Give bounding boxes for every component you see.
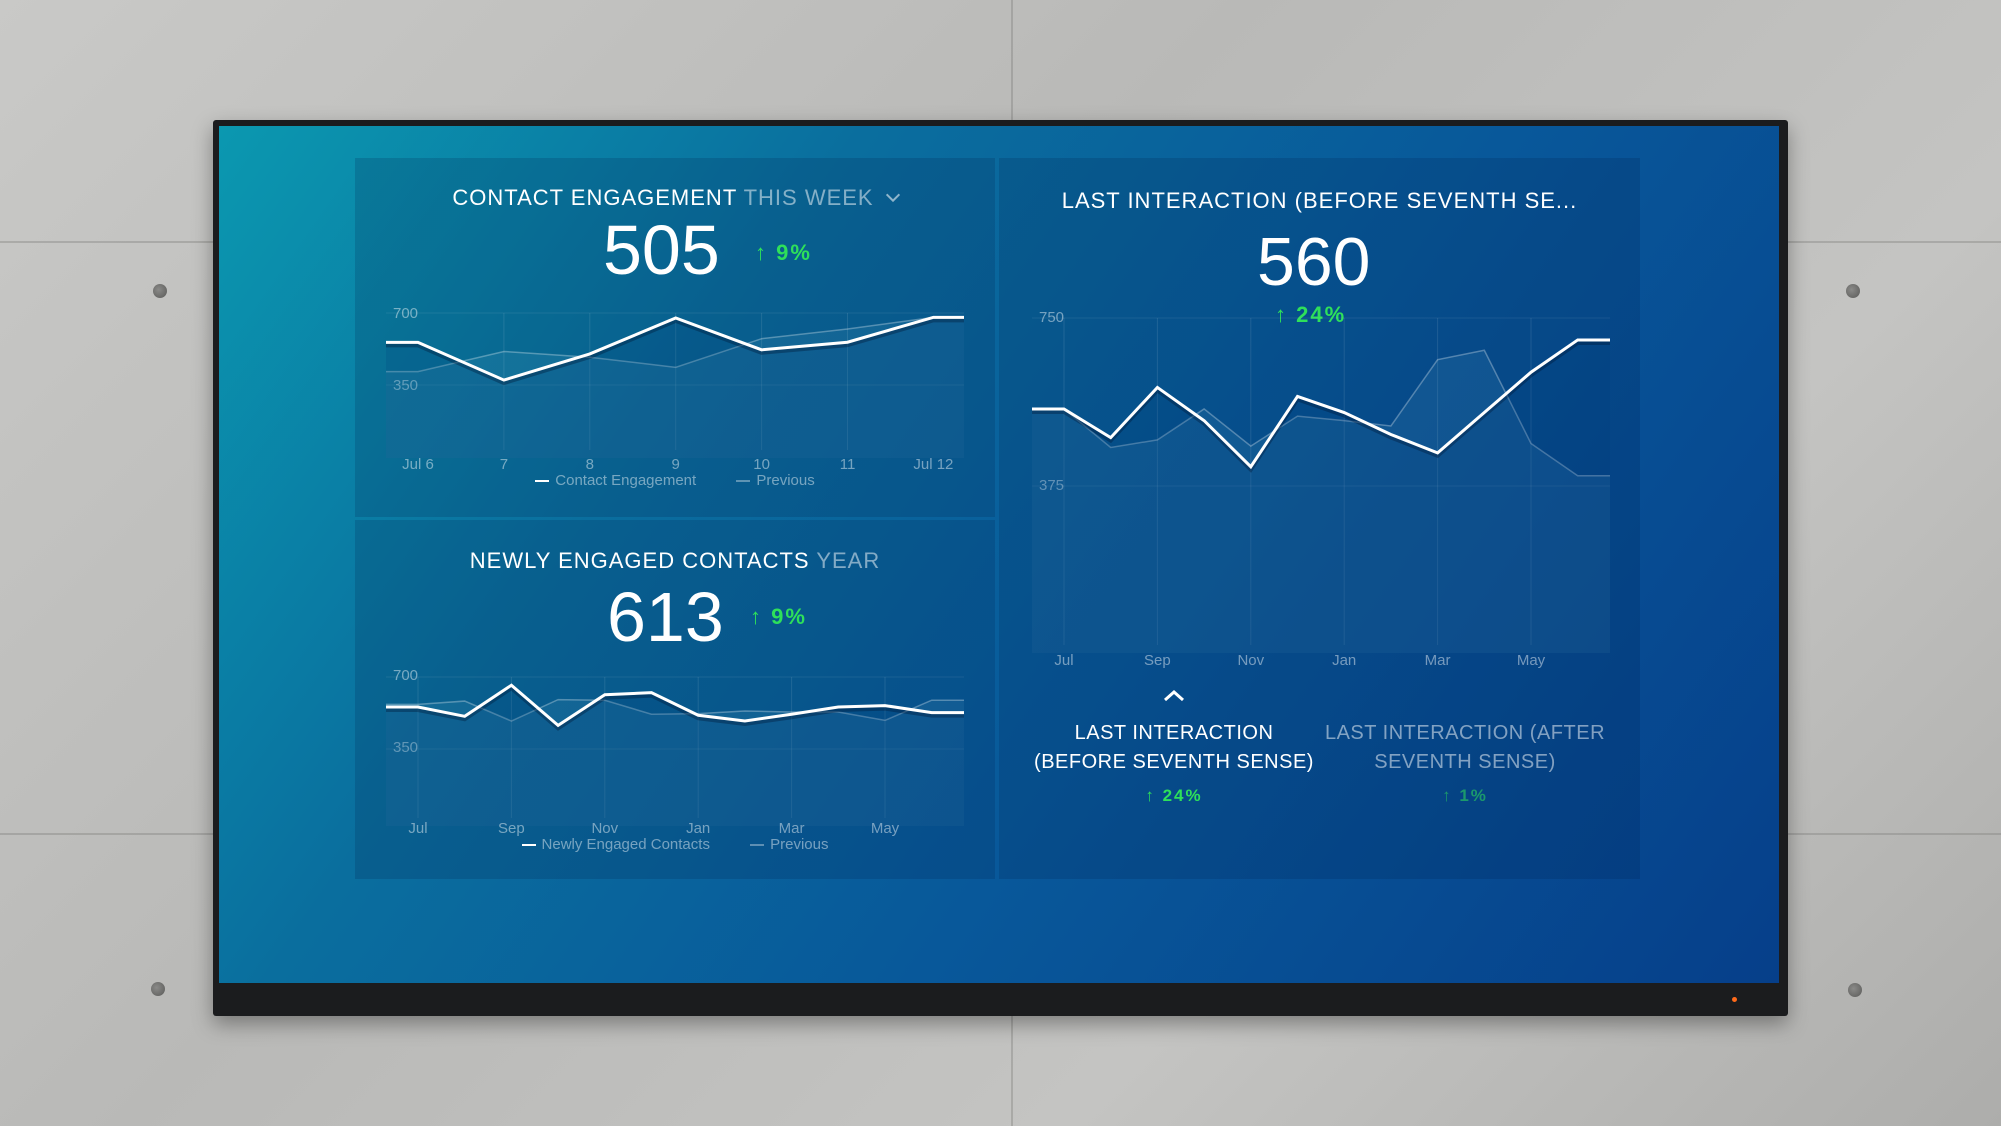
power-led bbox=[1732, 997, 1737, 1002]
legend-item-main[interactable]: Newly Engaged Contacts bbox=[521, 836, 710, 853]
previous-series-area bbox=[386, 699, 964, 826]
panel-title: NEWLY ENGAGED CONTACTS YEAR bbox=[355, 548, 995, 574]
wall-bolt bbox=[151, 982, 165, 996]
x-tick-label: Sep bbox=[498, 820, 525, 837]
legend-label: Newly Engaged Contacts bbox=[541, 836, 710, 853]
option-label: (BEFORE SEVENTH SENSE) bbox=[1034, 751, 1314, 773]
x-tick-label: Jan bbox=[686, 820, 711, 837]
period-label: THIS WEEK bbox=[743, 185, 874, 210]
x-tick-label: Nov bbox=[1237, 652, 1265, 669]
metric-value: 560 bbox=[1257, 224, 1371, 300]
title-text: NEWLY ENGAGED CONTACTS bbox=[469, 548, 810, 573]
chart-legend: Newly Engaged Contacts Previous bbox=[355, 836, 995, 853]
metric-value: 505 bbox=[603, 211, 720, 289]
x-tick-label: 7 bbox=[499, 456, 509, 473]
chevron-up-icon[interactable] bbox=[1162, 689, 1186, 703]
chart-legend: Contact Engagement Previous bbox=[355, 472, 995, 489]
y-tick: 700 bbox=[393, 667, 419, 684]
x-tick-label: Jul 12 bbox=[913, 456, 954, 473]
panel-last-interaction: LAST INTERACTION (BEFORE SEVENTH SE... 5… bbox=[999, 158, 1640, 879]
panel-newly-engaged-contacts: NEWLY ENGAGED CONTACTS YEAR 613 ↑ 9% 700… bbox=[355, 520, 995, 879]
main-series-area bbox=[386, 685, 964, 826]
x-tick-label: May bbox=[1516, 652, 1546, 669]
legend-swatch bbox=[736, 480, 751, 483]
y-tick: 350 bbox=[393, 739, 418, 756]
metric-option-before[interactable]: LAST INTERACTION (BEFORE SEVENTH SENSE) … bbox=[1024, 719, 1324, 810]
legend-swatch bbox=[750, 844, 765, 847]
dashboard-screen bbox=[219, 126, 1779, 983]
previous-series-area bbox=[386, 317, 964, 458]
x-tick-label: 8 bbox=[585, 456, 594, 473]
option-label: LAST INTERACTION bbox=[1074, 722, 1274, 744]
x-tick-label: Sep bbox=[1144, 652, 1171, 669]
main-series-area bbox=[1032, 339, 1610, 653]
panel-title: CONTACT ENGAGEMENT THIS WEEK bbox=[355, 185, 995, 211]
panel-contact-engagement: CONTACT ENGAGEMENT THIS WEEK 505 ↑ 9% 70… bbox=[355, 158, 995, 517]
main-series-line bbox=[1032, 338, 1610, 470]
title-text: CONTACT ENGAGEMENT bbox=[452, 185, 737, 210]
x-tick-label: 9 bbox=[671, 456, 680, 473]
main-series-shadow bbox=[386, 685, 964, 731]
metric-change: ↑ 9% bbox=[755, 240, 812, 265]
metric-change: ↑ 9% bbox=[750, 604, 807, 629]
previous-series-line bbox=[386, 316, 964, 373]
main-series-shadow bbox=[386, 318, 964, 386]
x-tick-label: Jul bbox=[1054, 652, 1074, 669]
x-tick-label: Mar bbox=[778, 820, 805, 837]
legend-label: Contact Engagement bbox=[555, 472, 697, 489]
y-tick: 350 bbox=[393, 377, 418, 394]
option-label: SEVENTH SENSE) bbox=[1374, 751, 1556, 773]
previous-series-line bbox=[386, 698, 964, 722]
wall-bolt bbox=[1848, 983, 1862, 997]
x-tick-label: Mar bbox=[1424, 652, 1451, 669]
main-series-shadow bbox=[1032, 340, 1610, 473]
main-series-line bbox=[386, 683, 964, 728]
x-tick-label: 11 bbox=[839, 456, 856, 473]
main-series-area bbox=[386, 317, 964, 458]
y-tick: 700 bbox=[393, 305, 419, 322]
period-dropdown[interactable]: THIS WEEK bbox=[743, 185, 900, 210]
wall-bolt bbox=[1846, 284, 1860, 298]
previous-series-line bbox=[1032, 349, 1610, 477]
previous-series-area bbox=[1032, 350, 1610, 653]
option-change: ↑ 1% bbox=[1442, 786, 1488, 805]
y-tick: 375 bbox=[1039, 477, 1064, 494]
legend-item-previous[interactable]: Previous bbox=[750, 836, 828, 853]
x-tick-label: Jul bbox=[408, 820, 428, 837]
x-tick-label: 10 bbox=[753, 456, 770, 473]
option-change: ↑ 24% bbox=[1145, 786, 1203, 805]
legend-item-previous[interactable]: Previous bbox=[736, 472, 815, 489]
period-label[interactable]: YEAR bbox=[816, 548, 881, 573]
legend-swatch bbox=[521, 844, 536, 847]
metric-value: 613 bbox=[607, 578, 724, 656]
metric-change: ↑ 24% bbox=[1275, 302, 1347, 327]
panel-title: LAST INTERACTION (BEFORE SEVENTH SE... bbox=[1061, 188, 1578, 213]
main-series-line bbox=[386, 315, 964, 382]
x-tick-label: Nov bbox=[591, 820, 619, 837]
x-tick-label: May bbox=[870, 820, 900, 837]
legend-label: Previous bbox=[756, 472, 815, 489]
y-tick: 750 bbox=[1039, 309, 1065, 326]
legend-label: Previous bbox=[770, 836, 829, 853]
metric-option-after[interactable]: LAST INTERACTION (AFTER SEVENTH SENSE) ↑… bbox=[1315, 719, 1615, 810]
wall-bolt bbox=[153, 284, 167, 298]
legend-swatch bbox=[535, 480, 550, 483]
legend-item-main[interactable]: Contact Engagement bbox=[535, 472, 696, 489]
option-label: LAST INTERACTION (AFTER bbox=[1324, 722, 1606, 744]
x-tick-label: Jan bbox=[1332, 652, 1357, 669]
x-tick-label: Jul 6 bbox=[402, 456, 434, 473]
